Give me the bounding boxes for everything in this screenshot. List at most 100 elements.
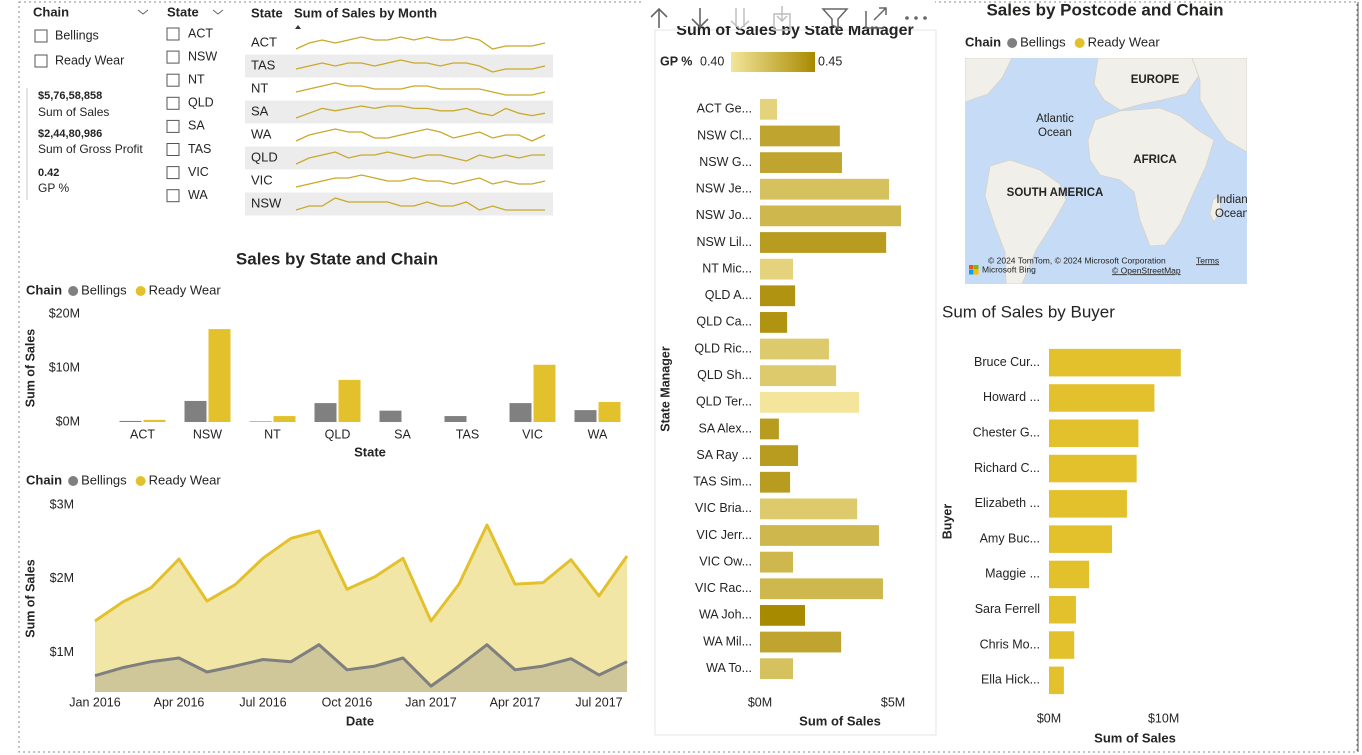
table-cell: ACT xyxy=(251,34,277,49)
x-tick-label: NT xyxy=(264,427,281,441)
map-label: Atlantic xyxy=(1036,113,1074,125)
slicer-chevron xyxy=(137,9,149,15)
bar xyxy=(760,471,791,493)
x-tick-label: Apr 2016 xyxy=(154,695,205,709)
x-tick-label: Apr 2017 xyxy=(490,695,541,709)
map-land xyxy=(965,58,1013,103)
chart-title: Sales by State and Chain xyxy=(236,249,438,268)
table-cell: NT xyxy=(251,80,268,95)
y-tick-label: WA To... xyxy=(706,661,752,675)
x-tick-label: SA xyxy=(394,427,411,441)
table-row-band xyxy=(245,146,553,170)
legend-label: Ready Wear xyxy=(149,282,222,297)
slicer-item: SA xyxy=(188,119,205,133)
card-label: Sum of Gross Profit xyxy=(38,142,143,156)
card-label: GP % xyxy=(38,181,69,195)
y-tick-label: ACT Ge... xyxy=(697,102,752,116)
bar xyxy=(760,232,887,253)
legend-marker xyxy=(135,286,146,296)
color-scale xyxy=(731,52,815,72)
y-tick-label: QLD Ter... xyxy=(696,395,752,409)
map-terms: Terms xyxy=(1196,255,1219,265)
bar xyxy=(760,285,796,307)
filter-icon[interactable] xyxy=(821,8,849,30)
y-tick-label: VIC Jerr... xyxy=(696,528,752,542)
y-tick-label: Richard C... xyxy=(974,461,1040,475)
focus-mode-icon[interactable] xyxy=(865,7,887,29)
map-label: Ocean xyxy=(1215,208,1249,220)
bar xyxy=(760,312,788,333)
chart-title: Sum of Sales by Buyer xyxy=(942,302,1115,321)
sparkline xyxy=(295,151,545,165)
area-line xyxy=(94,643,628,688)
bar xyxy=(444,416,467,422)
slicer-checkbox[interactable] xyxy=(34,54,48,68)
slicer-checkbox[interactable] xyxy=(166,96,180,110)
y-tick-label: Chris Mo... xyxy=(980,637,1040,651)
map-attribution: © 2024 TomTom, © 2024 Microsoft Corporat… xyxy=(988,255,1166,265)
map-label: EUROPE xyxy=(1131,74,1180,86)
slicer-item: VIC xyxy=(188,165,209,179)
x-tick-label: ACT xyxy=(130,427,155,441)
sparkline xyxy=(295,197,545,211)
bar xyxy=(338,379,361,422)
bar xyxy=(760,418,779,440)
table-cell: TAS xyxy=(251,57,276,72)
slicer-checkbox[interactable] xyxy=(166,143,180,156)
legend-title: Chain xyxy=(26,282,62,297)
toolbar-background xyxy=(643,0,935,26)
map-label: Indian xyxy=(1216,194,1247,206)
x-tick-label: Jul 2016 xyxy=(239,695,286,709)
bar xyxy=(273,416,296,422)
slicer-checkbox[interactable] xyxy=(166,119,180,133)
y-tick-label: VIC Ow... xyxy=(699,554,752,568)
y-tick-label: QLD A... xyxy=(705,288,752,302)
slicer-checkbox[interactable] xyxy=(166,27,180,41)
table-cell: NSW xyxy=(251,195,282,210)
slicer-checkbox[interactable] xyxy=(166,189,180,203)
y-tick-label: Maggie ... xyxy=(985,567,1040,581)
legend-marker xyxy=(135,476,146,486)
slicer-checkbox[interactable] xyxy=(166,50,180,64)
slicer-checkbox[interactable] xyxy=(34,29,48,43)
area-line xyxy=(94,523,629,623)
slicer-item: WA xyxy=(188,188,208,202)
y-tick-label: VIC Bria... xyxy=(695,501,752,515)
expand-all-icon[interactable] xyxy=(773,6,791,31)
bar xyxy=(1049,384,1155,412)
sparkline xyxy=(295,36,546,50)
x-tick-label: Oct 2016 xyxy=(322,695,373,709)
slicer-title: State xyxy=(167,4,199,19)
x-tick-label: TAS xyxy=(456,427,479,441)
bar xyxy=(760,152,842,173)
card-value: 0.42 xyxy=(38,167,59,179)
bar xyxy=(1049,454,1137,483)
bar xyxy=(760,125,840,147)
drill-down-icon[interactable] xyxy=(691,8,709,29)
sparkline xyxy=(295,105,546,119)
y-tick-label: QLD Ca... xyxy=(696,315,752,329)
map-bing: Microsoft Bing xyxy=(982,264,1036,274)
bar xyxy=(509,403,532,422)
x-tick-label: WA xyxy=(588,427,608,441)
bar xyxy=(143,419,166,422)
slicer-checkbox[interactable] xyxy=(166,73,180,87)
more-options-icon[interactable] xyxy=(905,16,927,20)
y-tick-label: $0M xyxy=(56,414,80,428)
slicer-chevron xyxy=(212,9,224,15)
bar xyxy=(760,525,879,546)
drill-up-icon[interactable] xyxy=(650,7,668,28)
bar xyxy=(760,338,829,360)
expand-level-icon[interactable] xyxy=(730,8,750,30)
y-tick-label: NSW G... xyxy=(699,155,752,169)
bar xyxy=(314,403,337,422)
bar xyxy=(760,258,794,280)
slicer-checkbox[interactable] xyxy=(166,166,180,180)
x-axis-label: Sum of Sales xyxy=(799,713,881,728)
map-land xyxy=(1209,195,1222,223)
bing-logo xyxy=(974,265,979,270)
y-tick-label: TAS Sim... xyxy=(693,475,752,489)
x-tick-label: VIC xyxy=(522,427,543,441)
bar xyxy=(1049,560,1090,589)
